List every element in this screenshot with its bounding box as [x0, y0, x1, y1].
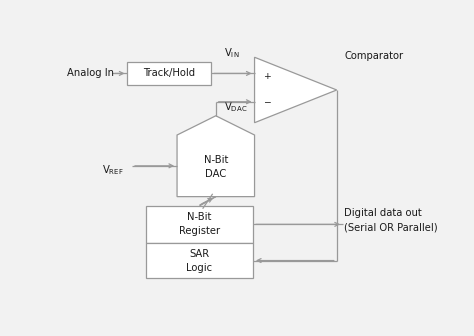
FancyBboxPatch shape [128, 62, 211, 85]
Text: V$_{\mathregular{DAC}}$: V$_{\mathregular{DAC}}$ [224, 100, 247, 114]
FancyBboxPatch shape [146, 206, 253, 243]
Text: −: − [263, 97, 271, 106]
Text: N-Bit
DAC: N-Bit DAC [204, 155, 228, 179]
Text: V$_{\mathregular{IN}}$: V$_{\mathregular{IN}}$ [224, 46, 239, 59]
Text: Analog In: Analog In [67, 69, 114, 78]
FancyBboxPatch shape [146, 243, 253, 278]
Text: N-Bit
Register: N-Bit Register [179, 212, 220, 236]
Text: SAR
Logic: SAR Logic [186, 249, 212, 272]
Polygon shape [255, 57, 337, 123]
Text: Comparator: Comparator [345, 51, 403, 61]
Text: Track/Hold: Track/Hold [143, 69, 195, 78]
Text: Digital data out
(Serial OR Parallel): Digital data out (Serial OR Parallel) [345, 209, 438, 233]
Text: V$_{\mathregular{REF}}$: V$_{\mathregular{REF}}$ [102, 163, 124, 177]
Polygon shape [177, 116, 255, 197]
Text: +: + [263, 72, 271, 81]
